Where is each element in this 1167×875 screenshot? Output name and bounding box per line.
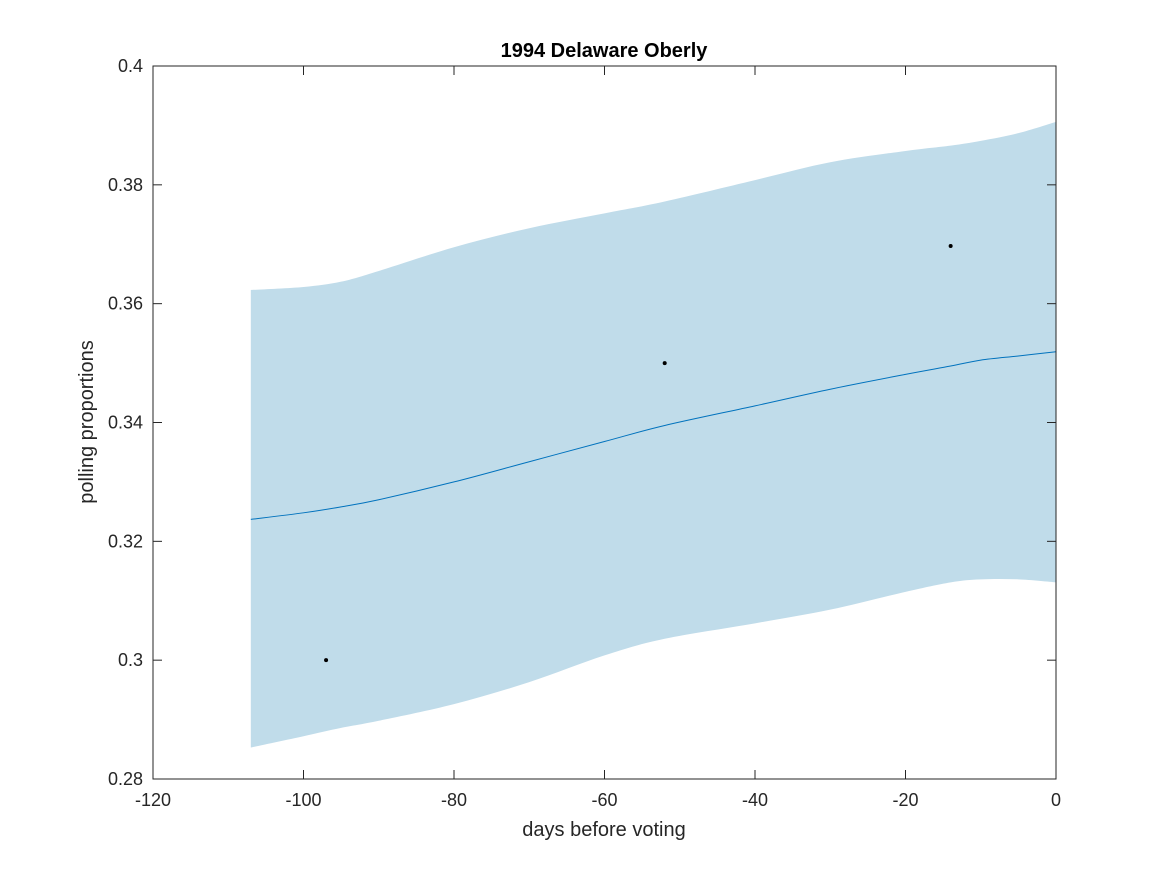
y-tick-label: 0.3 (118, 650, 143, 670)
y-tick-label: 0.32 (108, 531, 143, 551)
x-tick-label: -120 (135, 790, 171, 810)
poll-point (948, 244, 953, 249)
x-tick-label: -40 (742, 790, 768, 810)
y-tick-label: 0.4 (118, 56, 143, 76)
poll-point (662, 361, 667, 366)
x-tick-label: 0 (1051, 790, 1061, 810)
x-tick-label: -20 (892, 790, 918, 810)
x-tick-label: -100 (285, 790, 321, 810)
y-tick-label: 0.36 (108, 294, 143, 314)
x-tick-label: -80 (441, 790, 467, 810)
y-tick-label: 0.38 (108, 175, 143, 195)
chart-title: 1994 Delaware Oberly (501, 40, 709, 62)
x-axis-title: days before voting (522, 819, 685, 841)
poll-point (324, 658, 329, 663)
y-axis-title: polling proportions (76, 340, 98, 503)
y-tick-label: 0.28 (108, 769, 143, 789)
y-tick-label: 0.34 (108, 413, 143, 433)
fitted-line (250, 351, 1057, 520)
confidence-band (250, 121, 1056, 748)
x-tick-label: -60 (591, 790, 617, 810)
